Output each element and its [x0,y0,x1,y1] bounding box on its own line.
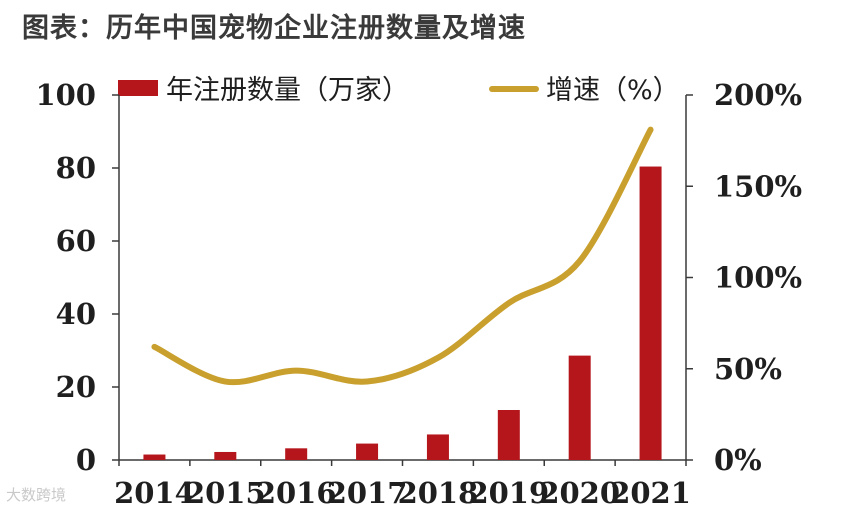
line-series [151,126,654,386]
x-tick-label: 2016 [256,476,337,510]
bar [426,434,449,460]
y-left-tick-label: 100 [35,78,96,112]
x-tick-label: 2017 [327,476,408,510]
bar [497,409,520,460]
y-left-tick-label: 80 [56,151,96,185]
axes [112,94,693,466]
chart-title: 图表：历年中国宠物企业注册数量及增速 [22,13,526,44]
growth-line [151,126,654,386]
legend: 年注册数量（万家） 增速（%） [118,75,680,106]
x-tick-label: 2021 [610,476,691,510]
bar-series [143,166,662,461]
bar [143,454,166,460]
y-right-tick-label: 150% [714,169,802,203]
x-tick-label: 2019 [468,476,549,510]
y-left-tick-label: 20 [56,370,96,404]
y-right-tick-label: 0% [714,443,762,477]
bar [568,355,591,460]
bar [285,448,308,460]
x-tick-label: 2020 [539,476,620,510]
tick-labels: 0204060801000%50%100%150%200%20142015201… [35,78,802,510]
y-right-tick-label: 50% [714,352,782,386]
x-tick-label: 2014 [114,476,195,510]
y-right-tick-label: 200% [714,78,802,112]
watermark: 大数跨境 [6,486,67,504]
y-right-tick-label: 100% [714,261,802,295]
y-left-tick-label: 40 [56,297,96,331]
bar [639,166,662,461]
x-tick-label: 2015 [185,476,266,510]
x-tick-label: 2018 [398,476,479,510]
bar [214,451,237,460]
y-left-tick-label: 60 [56,224,96,258]
y-left-tick-label: 0 [76,443,96,477]
legend-bar-label: 年注册数量（万家） [166,75,409,106]
legend-bar-swatch [118,80,158,96]
bar [356,443,379,460]
legend-line-label: 增速（%） [546,75,680,106]
